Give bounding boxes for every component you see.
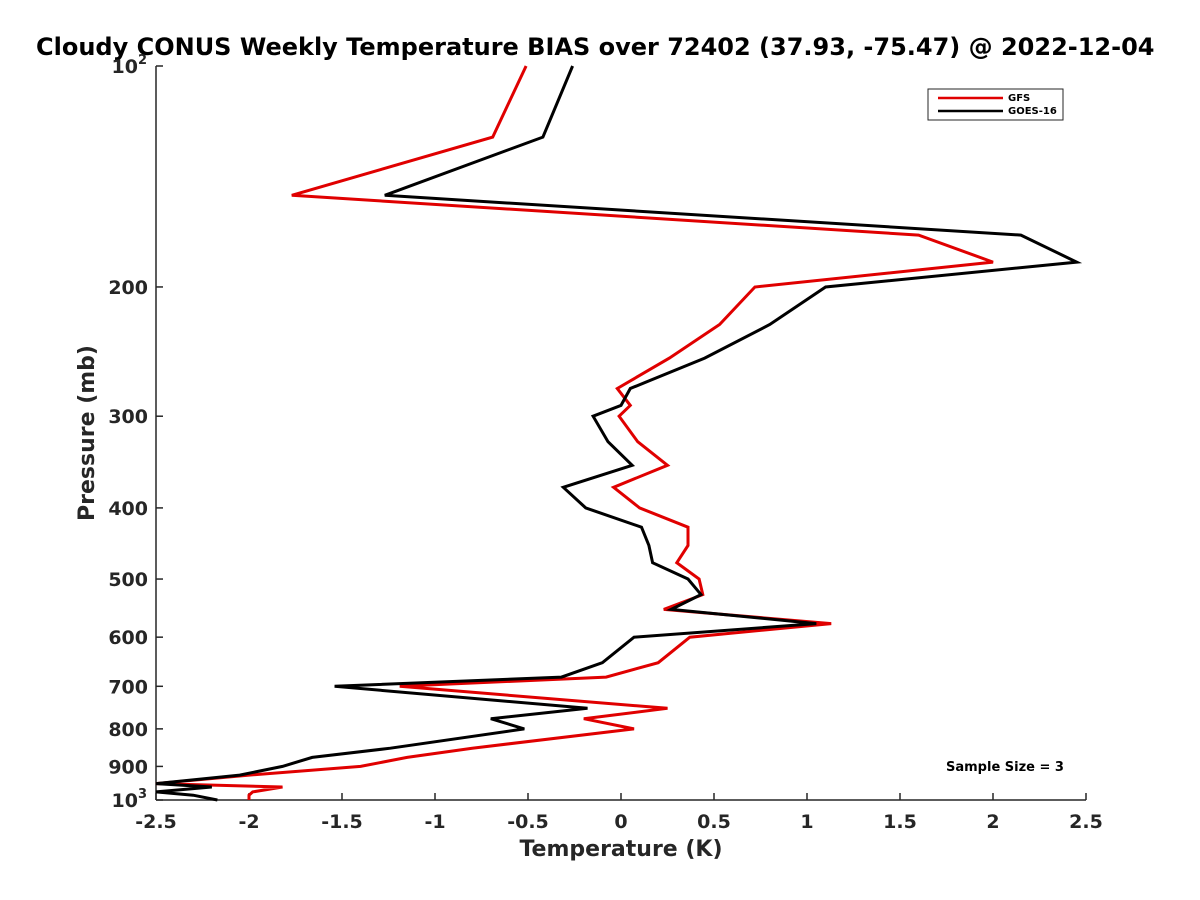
series-line-gfs	[155, 65, 994, 800]
y-tick-label: 600	[108, 627, 148, 649]
y-tick-label: 300	[108, 406, 148, 428]
plot-area	[155, 66, 1086, 801]
series-layer	[155, 65, 1083, 802]
y-tick-label: 500	[108, 569, 148, 591]
y-tick-label: 200	[108, 277, 148, 299]
y-axis-label: Pressure (mb)	[75, 345, 100, 521]
x-axis-label: Temperature (K)	[519, 837, 722, 862]
y-tick-exponent: 2	[138, 53, 147, 68]
x-tick-label: -2	[238, 811, 259, 833]
x-tick-label: 1	[800, 811, 813, 833]
x-tick-label: -0.5	[507, 811, 549, 833]
sample-size-annotation: Sample Size = 3	[946, 760, 1064, 775]
x-tick-label: -2.5	[135, 811, 177, 833]
x-tick-label: 0.5	[697, 811, 731, 833]
chart-title: Cloudy CONUS Weekly Temperature BIAS ove…	[36, 33, 1154, 61]
legend-box	[927, 88, 1064, 121]
y-tick-label: 400	[108, 498, 148, 520]
legend-label-gfs: GFS	[1008, 93, 1030, 104]
y-tick-label: 10	[112, 790, 138, 812]
y-tick-label: 10	[112, 56, 138, 78]
x-axis-ticks: -2.5 -2 -1.5 -1 -0.5 0 0.5 1 1.5 2 2.5	[135, 793, 1103, 833]
y-tick-exponent: 3	[138, 787, 147, 802]
x-tick-label: 0	[614, 811, 627, 833]
x-tick-label: 2	[986, 811, 999, 833]
x-tick-label: 2.5	[1069, 811, 1103, 833]
y-tick-label: 800	[108, 719, 148, 741]
x-tick-label: -1.5	[321, 811, 363, 833]
y-tick-label: 900	[108, 756, 148, 778]
legend-label-goes16: GOES-16	[1008, 106, 1057, 117]
legend: GFS GOES-16	[927, 88, 1064, 121]
x-tick-label: 1.5	[883, 811, 917, 833]
y-tick-label: 700	[108, 676, 148, 698]
series-line-goes16	[155, 65, 1083, 802]
x-tick-label: -1	[424, 811, 445, 833]
